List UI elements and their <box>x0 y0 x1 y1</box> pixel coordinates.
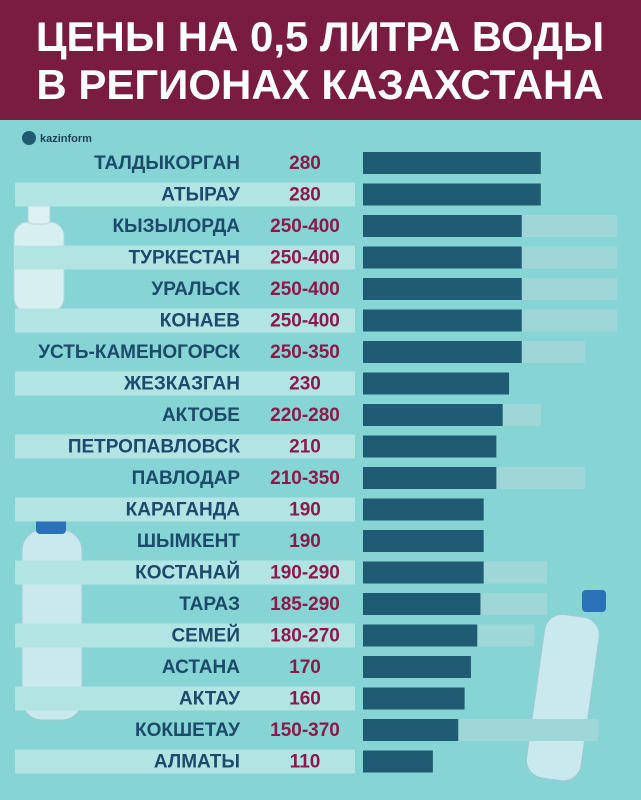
category-label: АСТАНА <box>162 657 240 678</box>
bar <box>363 435 497 458</box>
range-bar <box>480 593 548 615</box>
bar <box>363 246 522 269</box>
category-label: КОКШЕТАУ <box>135 720 240 741</box>
bar <box>363 183 541 206</box>
bar <box>363 404 503 426</box>
category-label: АЛМАТЫ <box>154 752 240 773</box>
category-label: КЫЗЫЛОРДА <box>112 216 240 237</box>
category-label: УСТЬ-КАМЕНОГОРСК <box>38 342 240 363</box>
bar <box>363 593 481 615</box>
row-stripe <box>15 434 355 459</box>
chart-title: ЦЕНЫ НА 0,5 ЛИТРА ВОДЫ <box>36 13 604 60</box>
row-stripe <box>15 749 355 774</box>
logo-icon <box>22 131 36 145</box>
category-label: АТЫРАУ <box>161 185 240 206</box>
value-label: 280 <box>289 185 321 206</box>
value-label: 190-290 <box>270 563 340 584</box>
category-label: ТАЛДЫКОРГАН <box>94 153 240 174</box>
bar <box>363 309 522 332</box>
bar <box>363 561 484 584</box>
bar <box>363 278 522 300</box>
range-bar <box>496 467 586 489</box>
value-label: 170 <box>289 657 321 678</box>
value-label: 180-270 <box>270 626 340 647</box>
bar <box>363 215 522 237</box>
category-label: ТАРАЗ <box>179 594 240 615</box>
category-label: ЖЕЗКАЗГАН <box>123 374 240 395</box>
title-banner <box>0 0 641 120</box>
row-stripe <box>15 245 355 270</box>
bar <box>363 719 459 741</box>
value-label: 185-290 <box>270 594 340 615</box>
range-bar <box>477 624 535 647</box>
category-label: СЕМЕЙ <box>171 625 240 647</box>
bar <box>363 624 478 647</box>
value-label: 210 <box>289 437 321 458</box>
category-label: КАРАГАНДА <box>126 500 241 521</box>
value-label: 230 <box>289 374 321 395</box>
range-bar <box>521 246 617 269</box>
bar <box>363 341 522 363</box>
range-bar <box>483 561 548 584</box>
value-label: 210-350 <box>270 468 340 489</box>
category-label: АКТАУ <box>179 689 240 710</box>
category-label: КОСТАНАЙ <box>135 562 240 584</box>
value-label: 190 <box>289 531 321 552</box>
value-label: 110 <box>290 752 321 773</box>
row-stripe <box>15 623 355 648</box>
value-label: 160 <box>289 689 321 710</box>
value-label: 250-400 <box>270 311 340 332</box>
range-bar <box>521 215 617 237</box>
range-bar <box>521 278 617 300</box>
category-label: УРАЛЬСК <box>151 279 240 300</box>
range-bar <box>502 404 541 426</box>
range-bar <box>521 309 617 332</box>
row-stripe <box>15 560 355 585</box>
category-label: ПАВЛОДАР <box>132 468 241 489</box>
value-label: 150-370 <box>270 720 340 741</box>
category-label: ПЕТРОПАВЛОВСК <box>68 437 241 458</box>
row-stripe <box>15 686 355 711</box>
value-label: 250-400 <box>270 279 340 300</box>
value-label: 250-400 <box>270 216 340 237</box>
value-label: 280 <box>289 153 321 174</box>
category-label: ШЫМКЕНТ <box>137 531 241 552</box>
value-label: 250-350 <box>270 342 340 363</box>
bar <box>363 372 510 395</box>
row-stripe <box>15 182 355 207</box>
bar <box>363 656 471 678</box>
value-label: 190 <box>289 500 321 521</box>
chart-title: В РЕГИОНАХ КАЗАХСТАНА <box>36 61 603 108</box>
bar <box>363 467 497 489</box>
row-stripe <box>15 371 355 396</box>
row-stripe <box>15 308 355 333</box>
value-label: 220-280 <box>270 405 340 426</box>
bar <box>363 152 541 174</box>
range-bar <box>521 341 586 363</box>
bar <box>363 530 484 552</box>
row-stripe <box>15 497 355 522</box>
category-label: АКТОБЕ <box>162 405 240 426</box>
category-label: ТУРКЕСТАН <box>129 248 240 269</box>
source: kazinform <box>40 133 92 145</box>
category-label: КОНАЕВ <box>160 311 240 332</box>
range-bar <box>458 719 598 741</box>
value-label: 250-400 <box>270 248 340 269</box>
bar <box>363 498 484 521</box>
bar <box>363 750 433 773</box>
bar <box>363 687 465 710</box>
